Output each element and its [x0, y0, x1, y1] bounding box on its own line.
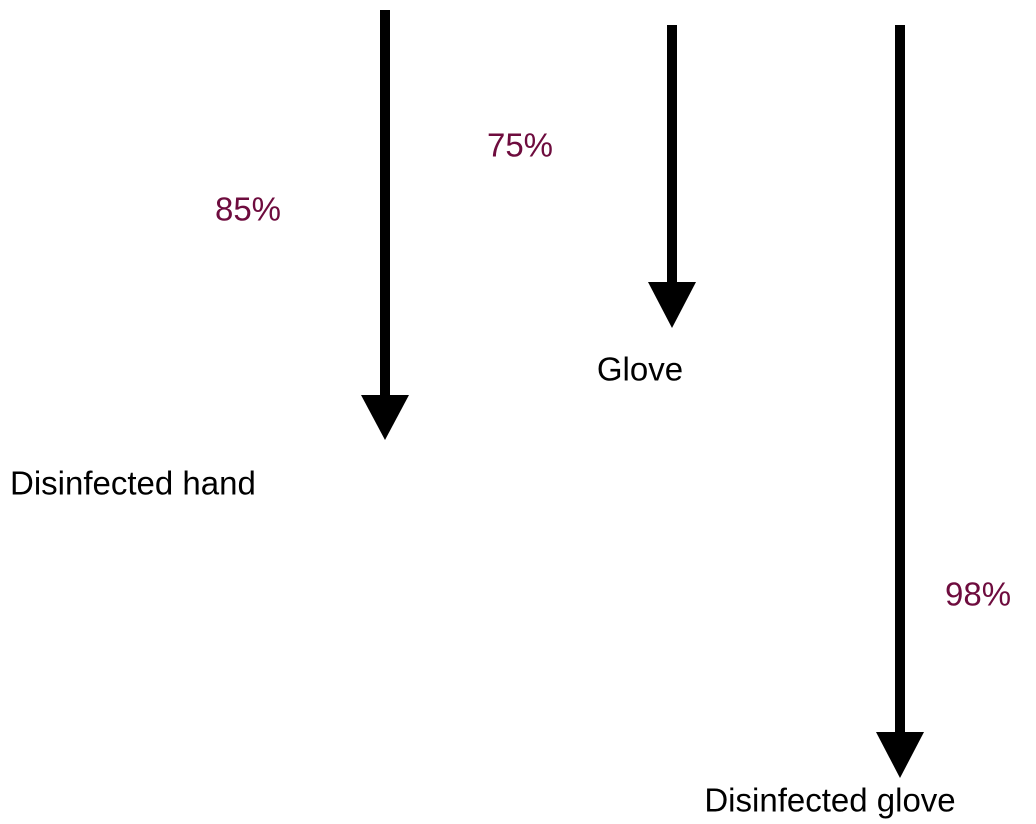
arrow — [361, 10, 409, 440]
percent-label: 85% — [215, 191, 281, 228]
arrow-head — [361, 395, 409, 440]
arrow — [648, 25, 696, 328]
arrow-shaft — [380, 10, 390, 398]
node-label: Disinfected glove — [704, 782, 955, 819]
percent-label: 98% — [945, 576, 1011, 613]
node-label: Glove — [597, 351, 683, 388]
percent-label: 75% — [487, 127, 553, 164]
arrow-shaft — [667, 25, 677, 285]
arrow — [876, 25, 924, 778]
node-label: Disinfected hand — [10, 465, 256, 502]
arrow-shaft — [895, 25, 905, 735]
arrow-head — [648, 282, 696, 328]
arrow-head — [876, 732, 924, 778]
